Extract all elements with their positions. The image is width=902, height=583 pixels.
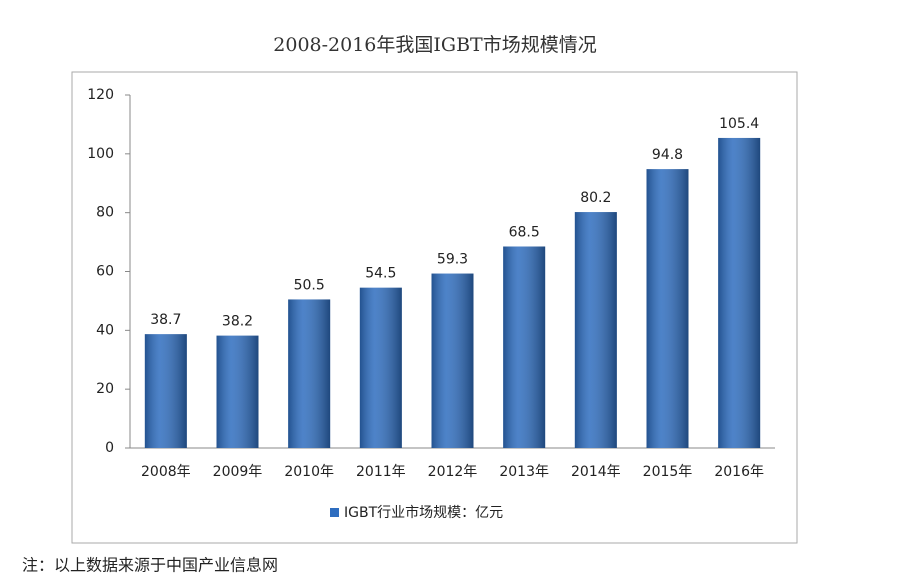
y-tick-label: 80 — [96, 205, 114, 221]
bar-shade — [574, 212, 617, 448]
legend-label: IGBT行业市场规模：亿元 — [344, 504, 503, 521]
x-tick-label: 2010年 — [284, 464, 334, 480]
value-label: 59.3 — [437, 252, 468, 268]
x-tick-label: 2009年 — [213, 464, 263, 480]
chart-title: 2008-2016年我国IGBT市场规模情况 — [273, 34, 596, 56]
x-tick-label: 2012年 — [428, 464, 478, 480]
bar-shade — [144, 334, 187, 448]
bar-shade — [288, 299, 331, 448]
y-tick-label: 20 — [96, 381, 114, 397]
bar-shade — [718, 137, 761, 448]
y-tick-label: 40 — [96, 322, 114, 338]
value-label: 50.5 — [294, 277, 325, 293]
footnote: 注：以上数据来源于中国产业信息网 — [22, 556, 278, 575]
value-label: 68.5 — [509, 224, 540, 240]
y-tick-label: 0 — [105, 440, 114, 456]
x-tick-label: 2014年 — [571, 464, 621, 480]
x-tick-label: 2013年 — [499, 464, 549, 480]
x-tick-label: 2016年 — [714, 464, 764, 480]
x-tick-label: 2015年 — [643, 464, 693, 480]
y-tick-label: 100 — [87, 146, 114, 162]
value-label: 80.2 — [580, 190, 611, 206]
value-label: 94.8 — [652, 147, 683, 163]
x-tick-label: 2011年 — [356, 464, 406, 480]
bar-shade — [216, 335, 259, 448]
bar-shade — [646, 169, 689, 448]
y-tick-label: 120 — [87, 87, 114, 103]
x-tick-label: 2008年 — [141, 464, 191, 480]
bar-shade — [359, 287, 402, 448]
value-label: 38.2 — [222, 314, 253, 330]
bar-shade — [503, 246, 546, 448]
value-label: 105.4 — [719, 116, 759, 132]
legend-marker — [330, 508, 339, 517]
chart-frame — [71, 71, 798, 544]
y-tick-label: 60 — [96, 264, 114, 280]
bar-shade — [431, 273, 474, 448]
value-label: 54.5 — [365, 266, 396, 282]
value-label: 38.7 — [150, 312, 181, 328]
